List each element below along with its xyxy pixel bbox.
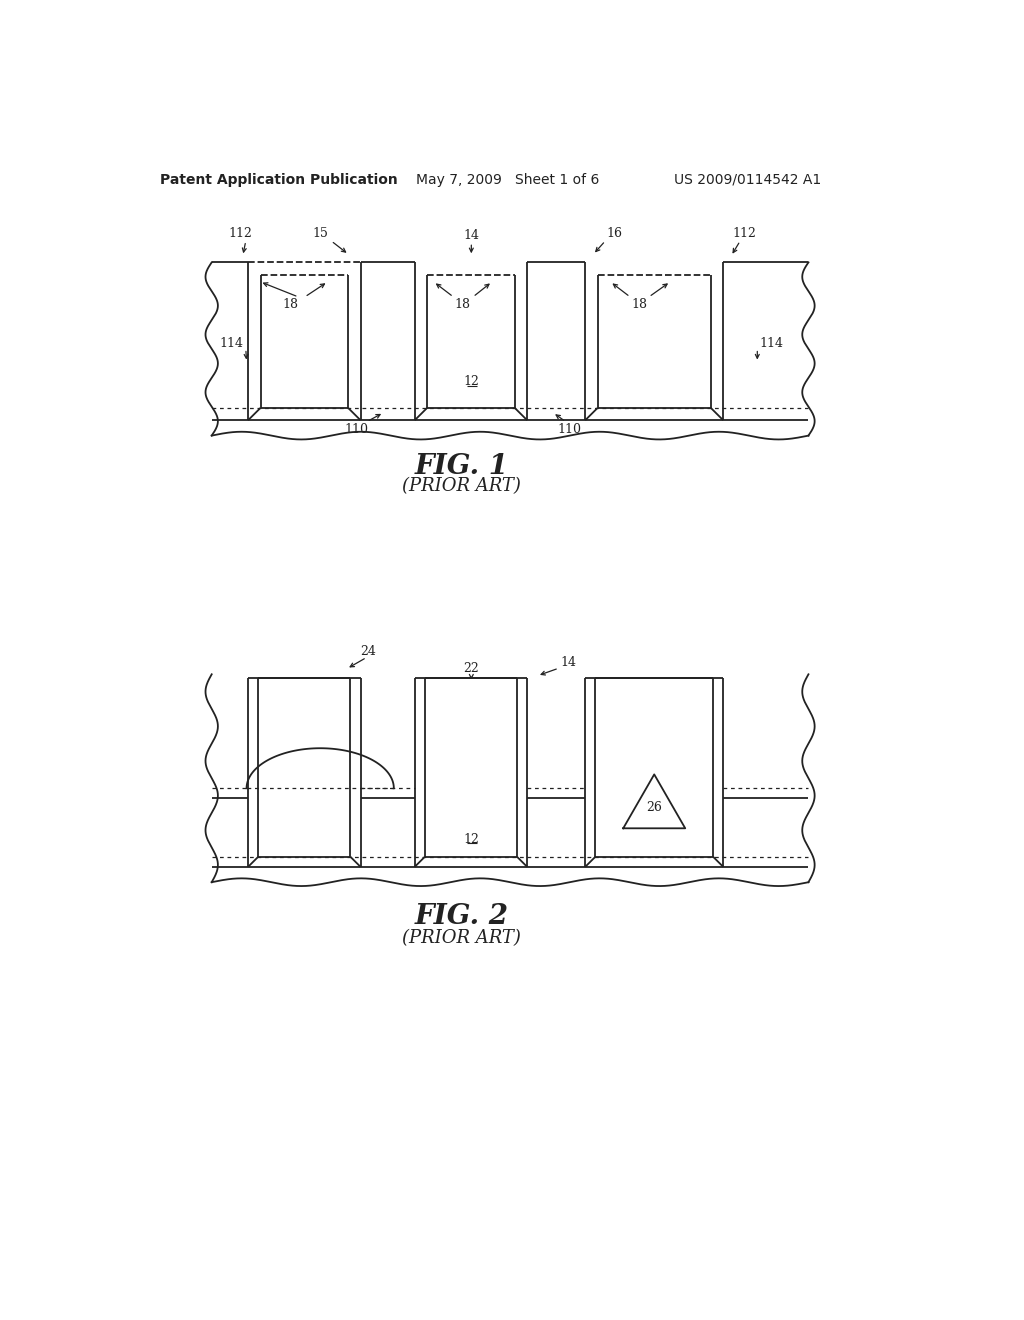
Text: 110: 110 [345,422,369,436]
Text: (PRIOR ART): (PRIOR ART) [401,477,520,495]
Text: 26: 26 [646,801,663,814]
Text: 14: 14 [463,228,479,242]
Text: 14: 14 [560,656,577,669]
Text: 15: 15 [312,227,328,240]
Text: 110: 110 [558,422,582,436]
Text: 112: 112 [228,227,252,240]
Text: 24: 24 [360,644,376,657]
Text: FIG. 2: FIG. 2 [415,903,508,931]
Text: Patent Application Publication: Patent Application Publication [160,173,398,187]
Text: 18: 18 [283,298,299,312]
Text: 18: 18 [632,298,647,312]
Text: 112: 112 [732,227,756,240]
Text: FIG. 1: FIG. 1 [415,453,508,480]
Text: 22: 22 [464,663,479,676]
Text: 114: 114 [759,337,783,350]
Text: US 2009/0114542 A1: US 2009/0114542 A1 [675,173,821,187]
Text: 18: 18 [455,298,471,312]
Text: 12: 12 [464,833,479,846]
Text: (PRIOR ART): (PRIOR ART) [401,929,520,946]
Text: May 7, 2009   Sheet 1 of 6: May 7, 2009 Sheet 1 of 6 [416,173,599,187]
Text: 16: 16 [606,227,623,240]
Text: 12: 12 [464,375,479,388]
Text: 114: 114 [219,337,243,350]
